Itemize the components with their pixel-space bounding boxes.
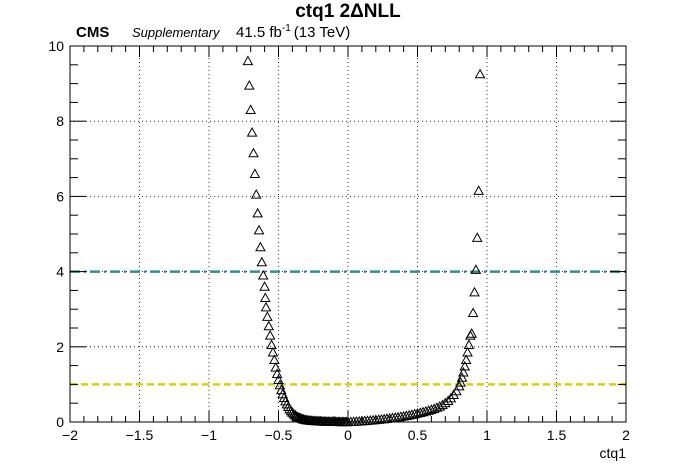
data-point bbox=[245, 104, 257, 115]
data-point bbox=[463, 339, 475, 350]
data-point bbox=[458, 366, 469, 377]
y-tick-label: 0 bbox=[56, 414, 64, 430]
x-tick-label: −1 bbox=[201, 427, 217, 443]
x-tick-label: 0 bbox=[344, 427, 352, 443]
data-point bbox=[262, 311, 273, 321]
data-point bbox=[268, 354, 280, 365]
data-point bbox=[292, 411, 304, 422]
data-point bbox=[248, 147, 259, 158]
data-point bbox=[266, 339, 277, 350]
data-point bbox=[439, 397, 451, 408]
data-point bbox=[259, 281, 270, 291]
chart-title: ctq1 2ΔNLL bbox=[295, 1, 401, 22]
data-point bbox=[270, 361, 282, 372]
data-markers bbox=[242, 55, 486, 427]
x-tick-label: −2 bbox=[62, 427, 78, 443]
luminosity-exponent: -1 bbox=[282, 23, 291, 34]
data-point bbox=[259, 292, 271, 303]
data-point bbox=[246, 126, 258, 137]
data-point bbox=[291, 410, 302, 421]
data-point bbox=[264, 329, 276, 340]
x-tick-label: 2 bbox=[622, 427, 630, 443]
data-point bbox=[442, 395, 454, 406]
data-point bbox=[249, 168, 261, 178]
x-tick-label: 1 bbox=[483, 427, 491, 443]
data-point bbox=[473, 185, 485, 195]
y-tick-label: 6 bbox=[56, 188, 64, 204]
data-point bbox=[462, 346, 473, 357]
supplementary-label: Supplementary bbox=[132, 25, 221, 40]
data-point bbox=[252, 207, 263, 218]
data-point bbox=[256, 256, 268, 267]
data-point bbox=[455, 376, 466, 387]
data-point bbox=[467, 307, 479, 318]
data-point bbox=[263, 320, 275, 331]
data-point bbox=[243, 79, 255, 90]
data-point bbox=[253, 224, 265, 235]
data-point bbox=[460, 354, 472, 365]
x-tick-label: −0.5 bbox=[265, 427, 293, 443]
data-point bbox=[434, 401, 446, 411]
experiment-label: CMS bbox=[76, 24, 109, 41]
y-tick-label: 4 bbox=[56, 264, 64, 280]
data-point bbox=[451, 385, 462, 396]
y-tick-label: 2 bbox=[56, 339, 64, 355]
data-point bbox=[257, 269, 269, 280]
x-axis-label: ctq1 bbox=[600, 445, 627, 461]
data-point bbox=[242, 55, 254, 66]
axis-tick-labels: −2 −1.5 −1 −0.5 0 0.5 1 1.5 2 0 2 4 6 8 10 bbox=[48, 38, 630, 443]
y-tick-label: 10 bbox=[48, 38, 64, 54]
x-tick-label: −1.5 bbox=[126, 427, 154, 443]
grid-lines bbox=[70, 46, 626, 422]
data-point bbox=[469, 286, 480, 297]
luminosity-label: 41.5 fb-1 (13 TeV) bbox=[236, 23, 350, 41]
data-point bbox=[289, 409, 301, 420]
data-point bbox=[471, 232, 483, 242]
data-point bbox=[474, 68, 486, 79]
data-point bbox=[255, 241, 266, 252]
y-tick-label: 8 bbox=[56, 113, 64, 129]
data-point bbox=[456, 372, 468, 382]
data-point bbox=[277, 388, 289, 399]
luminosity-energy: (13 TeV) bbox=[294, 24, 350, 41]
data-point bbox=[267, 346, 279, 357]
x-tick-label: 0.5 bbox=[408, 427, 428, 443]
axis-ticks bbox=[69, 45, 627, 423]
reference-lines bbox=[70, 270, 626, 386]
data-point bbox=[466, 328, 478, 338]
data-point bbox=[275, 384, 287, 395]
data-point bbox=[470, 264, 482, 274]
data-point bbox=[250, 188, 262, 199]
data-point bbox=[260, 301, 272, 312]
data-point bbox=[459, 360, 471, 371]
data-point bbox=[445, 392, 457, 403]
luminosity-value: 41.5 fb bbox=[236, 24, 282, 41]
x-tick-label: 1.5 bbox=[547, 427, 567, 443]
